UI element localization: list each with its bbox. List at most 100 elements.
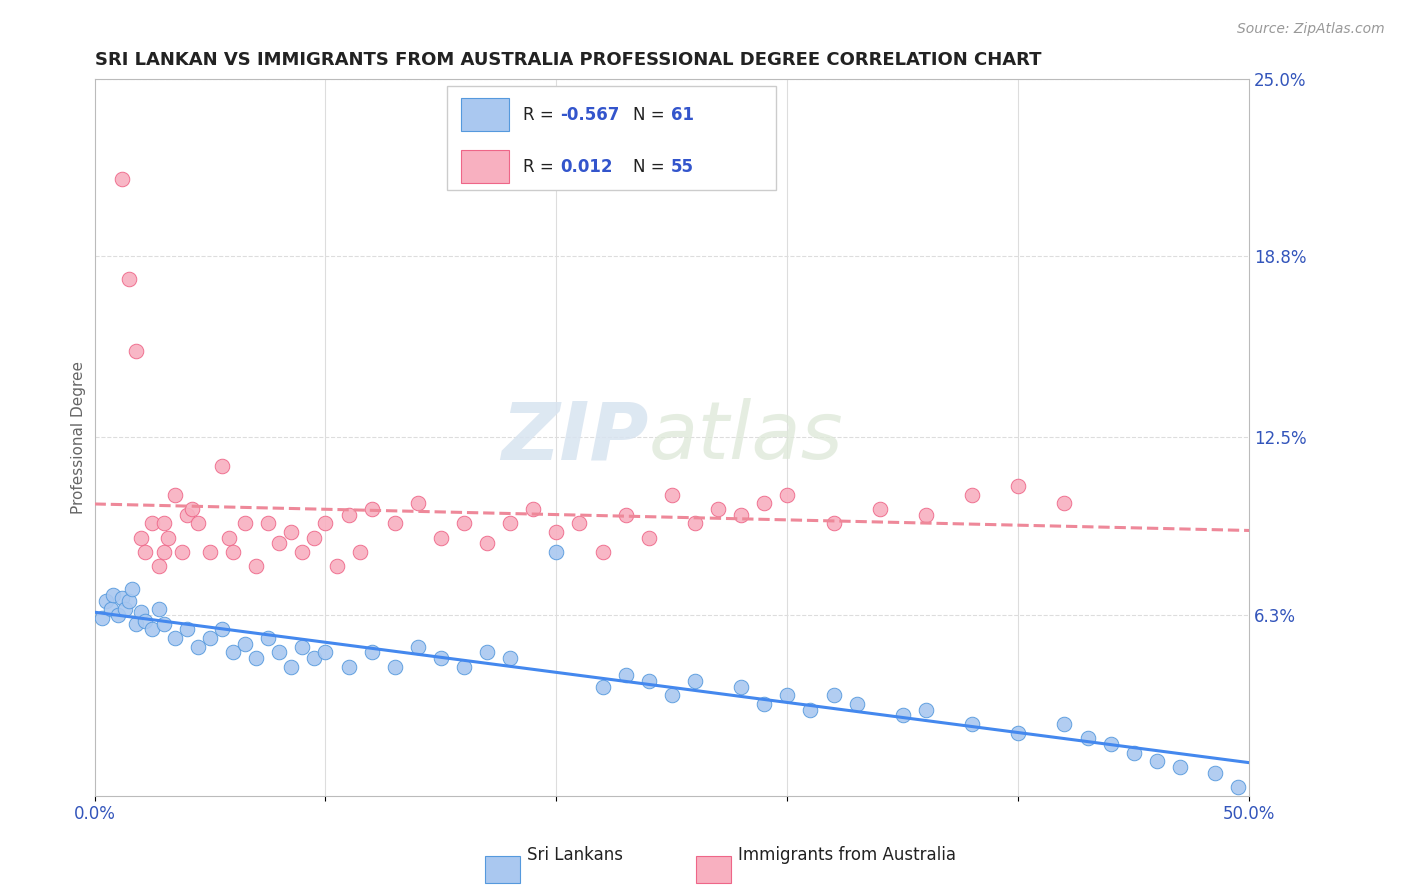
Point — [776, 487, 799, 501]
Point — [153, 516, 176, 531]
Point — [592, 680, 614, 694]
Point — [233, 516, 256, 531]
Point — [499, 516, 522, 531]
Point — [291, 545, 314, 559]
Point — [141, 623, 163, 637]
Point — [360, 645, 382, 659]
Point — [94, 593, 117, 607]
Text: Source: ZipAtlas.com: Source: ZipAtlas.com — [1237, 22, 1385, 37]
Point — [1226, 780, 1249, 794]
Point — [683, 516, 706, 531]
Text: 0.012: 0.012 — [560, 158, 613, 176]
Point — [1053, 496, 1076, 510]
Point — [637, 673, 659, 688]
Point — [730, 680, 752, 694]
Point — [176, 623, 198, 637]
Point — [1168, 760, 1191, 774]
Y-axis label: Professional Degree: Professional Degree — [72, 360, 86, 514]
Point — [256, 516, 278, 531]
Point — [1053, 717, 1076, 731]
Point — [157, 531, 180, 545]
Point — [211, 458, 233, 473]
Point — [1099, 737, 1122, 751]
Point — [180, 501, 202, 516]
Point — [222, 545, 245, 559]
Point — [384, 659, 406, 673]
Point — [114, 602, 136, 616]
Point — [1122, 746, 1144, 760]
Point — [233, 637, 256, 651]
Point — [101, 588, 124, 602]
Point — [280, 659, 302, 673]
Point — [148, 602, 170, 616]
Text: ZIP: ZIP — [502, 398, 648, 476]
Point — [637, 531, 659, 545]
Point — [118, 272, 141, 286]
Text: atlas: atlas — [648, 398, 844, 476]
Point — [165, 487, 187, 501]
Point — [121, 582, 143, 597]
Point — [100, 602, 122, 616]
Point — [776, 689, 799, 703]
Point — [269, 536, 291, 550]
Text: R =: R = — [523, 106, 560, 124]
Point — [172, 545, 194, 559]
FancyBboxPatch shape — [461, 98, 509, 131]
Point — [915, 508, 938, 522]
Point — [165, 631, 187, 645]
Point — [125, 344, 148, 359]
Point — [754, 496, 776, 510]
Text: Immigrants from Australia: Immigrants from Australia — [738, 846, 956, 863]
Point — [546, 545, 568, 559]
Point — [315, 645, 337, 659]
Point — [499, 651, 522, 665]
Text: -0.567: -0.567 — [560, 106, 619, 124]
Point — [754, 697, 776, 711]
Point — [683, 673, 706, 688]
Point — [302, 651, 325, 665]
Point — [799, 703, 821, 717]
Point — [107, 607, 129, 622]
Text: N =: N = — [633, 158, 669, 176]
Point — [568, 516, 591, 531]
Point — [430, 531, 453, 545]
Point — [134, 545, 156, 559]
Point — [384, 516, 406, 531]
Text: SRI LANKAN VS IMMIGRANTS FROM AUSTRALIA PROFESSIONAL DEGREE CORRELATION CHART: SRI LANKAN VS IMMIGRANTS FROM AUSTRALIA … — [94, 51, 1040, 69]
Point — [153, 545, 176, 559]
Point — [823, 516, 845, 531]
Point — [291, 640, 314, 654]
FancyBboxPatch shape — [447, 86, 776, 190]
Point — [129, 531, 152, 545]
Point — [1146, 755, 1168, 769]
Point — [475, 536, 498, 550]
Point — [349, 545, 371, 559]
Point — [406, 640, 429, 654]
Point — [187, 640, 209, 654]
Point — [707, 501, 730, 516]
Point — [453, 516, 475, 531]
Point — [614, 668, 637, 682]
Point — [269, 645, 291, 659]
Point — [522, 501, 544, 516]
Point — [280, 524, 302, 539]
Point — [90, 611, 112, 625]
Point — [406, 496, 429, 510]
Point — [1007, 725, 1029, 739]
Point — [1076, 731, 1098, 746]
Point — [256, 631, 278, 645]
Point — [960, 717, 983, 731]
Point — [730, 508, 752, 522]
Point — [546, 524, 568, 539]
Point — [614, 508, 637, 522]
Point — [222, 645, 245, 659]
Point — [187, 516, 209, 531]
FancyBboxPatch shape — [461, 150, 509, 184]
Point — [148, 559, 170, 574]
Point — [360, 501, 382, 516]
Point — [153, 616, 176, 631]
Point — [125, 616, 148, 631]
Point — [869, 501, 891, 516]
Point — [141, 516, 163, 531]
Point — [823, 689, 845, 703]
